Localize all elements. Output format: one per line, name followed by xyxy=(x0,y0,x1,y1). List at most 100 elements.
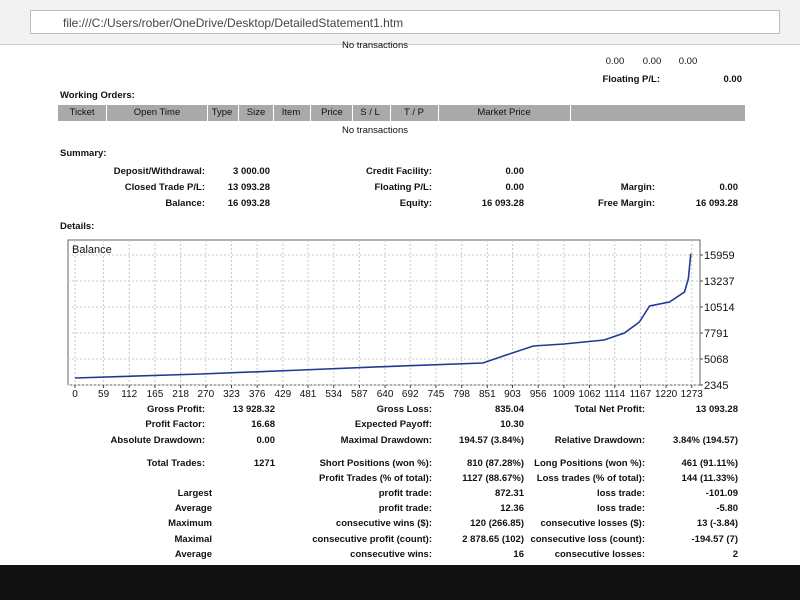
column-separator xyxy=(352,105,353,121)
label: Total Trades: xyxy=(146,458,205,469)
x-tick-label: 376 xyxy=(249,389,266,400)
label: Average xyxy=(174,549,212,560)
label: Maximal Drawdown: xyxy=(340,435,432,446)
label: Gross Loss: xyxy=(376,404,432,415)
value: 13 093.28 xyxy=(695,404,738,415)
note: No transactions xyxy=(341,125,409,136)
x-tick-label: 745 xyxy=(428,389,445,400)
balance-line xyxy=(74,253,692,379)
label: Total Net Profit: xyxy=(574,404,645,415)
y-tick-label: 5068 xyxy=(704,354,728,366)
value: 16 093.28 xyxy=(227,198,270,209)
x-tick-label: 481 xyxy=(300,389,317,400)
y-tick-label: 7791 xyxy=(704,328,728,340)
label: Relative Drawdown: xyxy=(554,435,645,446)
label: Loss trades (% of total): xyxy=(536,473,645,484)
x-tick-label: 429 xyxy=(275,389,292,400)
value: 835.04 xyxy=(494,404,524,415)
value: 16 093.28 xyxy=(481,198,524,209)
value: 120 (266.85) xyxy=(470,518,524,529)
address-bar[interactable]: file:///C:/Users/rober/OneDrive/Desktop/… xyxy=(30,10,780,34)
value: 0.00 xyxy=(678,56,698,67)
value: -194.57 (7) xyxy=(691,534,738,545)
y-tick-label: 13237 xyxy=(704,276,735,288)
value: 144 (11.33%) xyxy=(681,473,738,484)
x-tick-label: 1273 xyxy=(681,389,704,400)
value: 0.00 xyxy=(642,56,662,67)
column-separator xyxy=(106,105,107,121)
label: consecutive wins: xyxy=(350,549,432,560)
y-tick-label: 10514 xyxy=(704,302,735,314)
label: profit trade: xyxy=(378,488,432,499)
label: Short Positions (won %): xyxy=(319,458,432,469)
column-header: Ticket xyxy=(69,107,95,118)
column-separator xyxy=(238,105,239,121)
label: Average xyxy=(174,503,212,514)
label: loss trade: xyxy=(596,503,645,514)
x-tick-label: 903 xyxy=(504,389,521,400)
x-tick-label: 1167 xyxy=(630,389,652,400)
label: consecutive losses: xyxy=(554,549,645,560)
column-header: Item xyxy=(281,107,301,118)
y-tick-label: 15959 xyxy=(704,250,735,262)
label: Maximum xyxy=(168,518,212,529)
column-separator xyxy=(438,105,439,121)
value: 0.00 xyxy=(723,74,743,85)
value: 0.00 xyxy=(605,56,625,67)
label: Profit Trades (% of total): xyxy=(319,473,432,484)
value: 810 (87.28%) xyxy=(466,458,524,469)
table-header xyxy=(58,105,745,121)
label: Gross Profit: xyxy=(146,404,205,415)
browser-toolbar: file:///C:/Users/rober/OneDrive/Desktop/… xyxy=(0,0,800,45)
label: Profit Factor: xyxy=(145,419,205,430)
x-tick-label: 1114 xyxy=(604,389,625,400)
value: 13 (-3.84) xyxy=(696,518,738,529)
section-title: Working Orders: xyxy=(60,90,135,101)
x-tick-label: 956 xyxy=(530,389,547,400)
x-tick-label: 165 xyxy=(147,389,164,400)
x-tick-label: 640 xyxy=(377,389,394,400)
x-tick-label: 0 xyxy=(72,389,78,400)
label: Expected Payoff: xyxy=(354,419,432,430)
x-tick-label: 323 xyxy=(223,389,240,400)
y-tick-label: 2345 xyxy=(704,380,728,392)
section-title: Details: xyxy=(60,221,95,232)
chart-frame xyxy=(67,239,701,386)
value: 2 878.65 (102) xyxy=(462,534,524,545)
url: file:///C:/Users/rober/OneDrive/Desktop/… xyxy=(63,16,404,30)
column-separator xyxy=(207,105,208,121)
value: 0.00 xyxy=(505,182,525,193)
column-header: Price xyxy=(321,107,343,118)
section-title: Summary: xyxy=(60,148,107,159)
label: loss trade: xyxy=(596,488,645,499)
column-header: Size xyxy=(246,107,266,118)
column-header: S / L xyxy=(360,107,380,118)
value: 0.00 xyxy=(719,182,739,193)
x-tick-label: 59 xyxy=(98,389,110,400)
value: -5.80 xyxy=(716,503,738,514)
column-separator xyxy=(570,105,571,121)
label: consecutive profit (count): xyxy=(312,534,432,545)
x-tick-label: 270 xyxy=(197,389,214,400)
value: 13 093.28 xyxy=(227,182,270,193)
label: Margin: xyxy=(620,182,655,193)
x-tick-label: 1220 xyxy=(655,389,678,400)
value: 3.84% (194.57) xyxy=(673,435,738,446)
value: 10.30 xyxy=(500,419,524,430)
column-separator xyxy=(273,105,274,121)
label: Free Margin: xyxy=(597,198,655,209)
label: Closed Trade P/L: xyxy=(124,182,205,193)
label: Equity: xyxy=(399,198,432,209)
value: 872.31 xyxy=(494,488,524,499)
column-header: Open Time xyxy=(133,107,181,118)
x-tick-label: 218 xyxy=(172,389,189,400)
monitor-bezel xyxy=(0,565,800,600)
value: 3 000.00 xyxy=(233,166,270,177)
value: 1271 xyxy=(253,458,275,469)
x-tick-label: 851 xyxy=(479,389,496,400)
column-separator xyxy=(310,105,311,121)
value: 194.57 (3.84%) xyxy=(459,435,524,446)
column-header: Market Price xyxy=(477,107,531,118)
